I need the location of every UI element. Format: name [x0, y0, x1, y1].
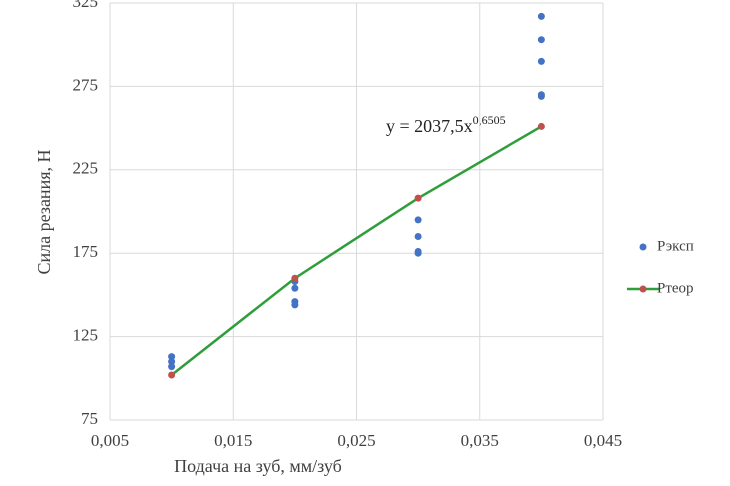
x-tick-label: 0,015: [214, 431, 252, 450]
series-line: [170, 125, 543, 376]
x-axis-label: Подача на зуб, мм/зуб: [174, 456, 342, 476]
equation-exponent: 0,6505: [473, 113, 506, 127]
y-tick-label: 75: [81, 409, 98, 428]
x-tick-label: 0,035: [461, 431, 499, 450]
legend-marker: [639, 243, 647, 251]
point: [168, 371, 176, 379]
y-tick-label: 125: [73, 326, 99, 345]
point: [291, 284, 299, 292]
point: [537, 57, 545, 65]
y-tick-label: 325: [73, 0, 99, 11]
y-axis-label: Сила резания, Н: [34, 150, 54, 275]
equation: y = 2037,5x0,6505: [386, 113, 506, 136]
equation-text: y = 2037,5x: [386, 116, 473, 136]
x-tick-label: 0,025: [337, 431, 375, 450]
x-tick-label: 0,005: [91, 431, 129, 450]
y-tick-label: 175: [73, 242, 99, 261]
point: [168, 363, 176, 371]
legend-label: Ртеор: [657, 280, 694, 296]
legend-label: Рэксп: [657, 238, 694, 254]
point: [414, 249, 422, 257]
point: [291, 274, 299, 282]
x-tick-label: 0,045: [584, 431, 622, 450]
point: [537, 92, 545, 100]
point: [168, 358, 176, 366]
point: [537, 36, 545, 44]
point: [537, 122, 545, 130]
y-tick-label: 275: [73, 75, 99, 94]
point: [414, 233, 422, 241]
point: [414, 216, 422, 224]
point: [414, 194, 422, 202]
point: [168, 353, 176, 361]
point: [537, 12, 545, 20]
y-tick-label: 225: [73, 159, 99, 178]
legend-marker: [639, 285, 647, 293]
point: [291, 301, 299, 309]
